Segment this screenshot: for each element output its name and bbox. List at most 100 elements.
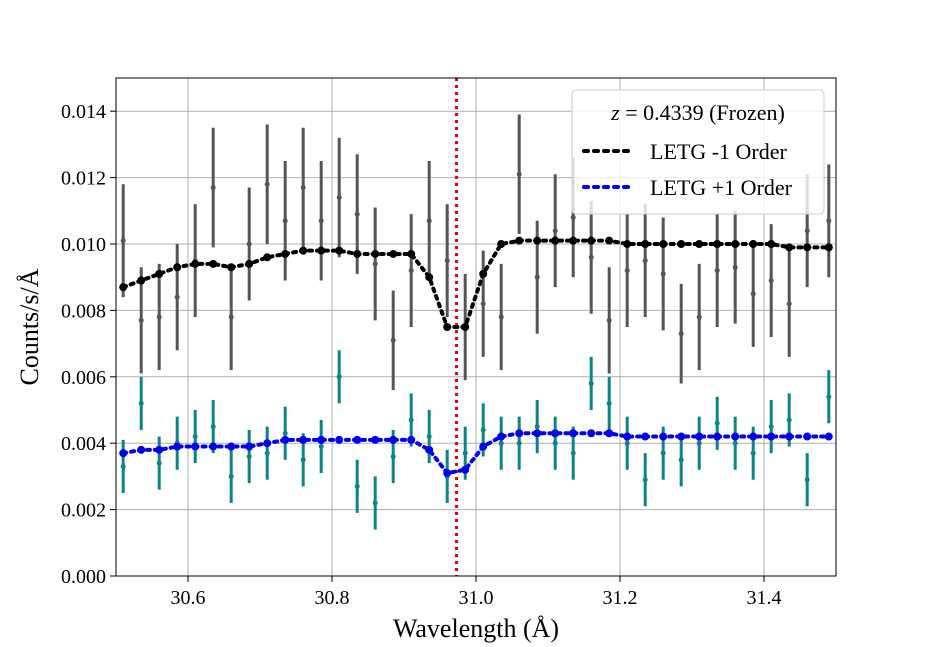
plus-order-data-point (408, 417, 414, 423)
plus-order-data-point (624, 440, 630, 446)
minus-order-data-point (732, 264, 738, 270)
plus-order-model-point (587, 429, 596, 438)
minus-order-data-point (642, 258, 648, 264)
legend-label-plus: LETG +1 Order (650, 175, 793, 200)
minus-order-model-point (659, 240, 668, 248)
plus-order-data-point (696, 440, 702, 446)
minus-order-model-point (623, 240, 632, 248)
plus-order-model-point (299, 435, 308, 444)
plus-order-data-point (768, 424, 774, 430)
minus-order-data-point (768, 278, 774, 284)
minus-order-model-point (299, 246, 308, 255)
plus-order-model-point (713, 432, 722, 441)
minus-order-model-point (227, 263, 236, 272)
plus-order-model-point (371, 435, 380, 444)
plus-order-model-point (695, 432, 704, 441)
x-tick-label: 31.4 (747, 587, 782, 609)
plus-order-data-point (372, 500, 378, 506)
minus-order-data-point (444, 258, 450, 264)
plus-order-data-series (120, 350, 832, 530)
minus-order-model-point (281, 249, 290, 258)
plus-order-model-point (209, 442, 218, 451)
minus-order-model-point (407, 249, 416, 258)
minus-order-model-point (461, 323, 470, 331)
minus-order-model-point (191, 259, 200, 268)
minus-order-data-point (210, 185, 216, 191)
minus-order-model-point (785, 243, 794, 252)
minus-order-model-point (824, 243, 833, 252)
plus-order-model-point (317, 435, 326, 444)
legend-title-z: z (610, 100, 620, 125)
plus-order-data-point (282, 430, 288, 436)
plus-order-model-point (605, 429, 614, 438)
minus-order-model-point (713, 240, 722, 248)
plus-order-data-point (210, 424, 216, 430)
minus-order-data-point (534, 274, 540, 280)
plus-order-data-point (390, 453, 396, 459)
minus-order-model-point (695, 240, 704, 248)
minus-order-model-point (767, 240, 776, 248)
plus-order-model-point (641, 432, 650, 441)
minus-order-model-line (121, 238, 831, 329)
plus-order-data-point (192, 434, 198, 440)
minus-order-model-point (263, 253, 272, 262)
plus-order-data-point (552, 440, 558, 446)
plus-order-data-point (246, 453, 252, 459)
minus-order-model-point (533, 236, 542, 245)
plus-order-data-point (642, 477, 648, 483)
minus-order-data-point (354, 211, 360, 217)
plus-order-data-point (516, 440, 522, 446)
minus-order-model-point (173, 263, 182, 272)
minus-order-data-point (660, 271, 666, 277)
minus-order-data-point (750, 291, 756, 297)
minus-order-data-point (390, 337, 396, 343)
minus-order-data-point (678, 331, 684, 337)
plus-order-model-point (569, 429, 578, 438)
plus-order-data-point (426, 434, 432, 440)
minus-order-model-point (353, 249, 362, 258)
minus-order-model-point (389, 249, 398, 258)
minus-order-model-point (137, 276, 146, 285)
plus-order-data-point (678, 457, 684, 463)
minus-order-data-point (786, 301, 792, 307)
plus-order-model-point (515, 429, 524, 438)
plus-order-model-point (731, 432, 740, 441)
error-bars (120, 114, 832, 530)
y-tick-label: 0.008 (61, 300, 106, 322)
minus-order-data-point (588, 254, 594, 260)
plus-order-model-point (191, 442, 200, 451)
minus-order-data-point (138, 317, 144, 323)
minus-order-model-point (119, 283, 128, 292)
y-axis-ticks: 0.000 0.002 0.004 0.006 0.008 0.010 0.012 0.014 (61, 101, 116, 588)
y-tick-label: 0.012 (61, 168, 106, 190)
minus-order-data-point (552, 228, 558, 234)
plus-order-model-point (263, 439, 272, 448)
plus-order-data-point (732, 440, 738, 446)
minus-order-data-point (372, 261, 378, 267)
minus-order-model-point (335, 246, 344, 255)
y-tick-label: 0.000 (61, 566, 106, 588)
legend-title: z = 0.4339 (Frozen) (610, 100, 785, 125)
minus-order-model-point (551, 236, 560, 245)
minus-order-model-point (497, 240, 506, 248)
plus-order-data-point (498, 440, 504, 446)
plus-order-model-point (461, 465, 470, 474)
minus-order-data-point (156, 314, 162, 320)
x-tick-label: 31.2 (603, 587, 638, 609)
legend-label-minus: LETG -1 Order (650, 139, 788, 164)
plus-order-model-point (407, 435, 416, 444)
plus-order-model-point (245, 442, 254, 451)
minus-order-data-point (426, 218, 432, 224)
plus-order-data-point (354, 483, 360, 489)
minus-order-model-point (209, 259, 218, 268)
minus-order-data-point (498, 314, 504, 320)
minus-order-model-point (641, 240, 650, 248)
plus-order-data-point (480, 427, 486, 433)
minus-order-model-point (515, 236, 524, 245)
plus-order-model-point (659, 432, 668, 441)
plus-order-model-point (533, 429, 542, 438)
plus-order-model-point (227, 442, 236, 451)
plus-order-model-point (824, 432, 833, 441)
minus-order-model-point (443, 323, 452, 331)
minus-order-data-point (246, 241, 252, 247)
